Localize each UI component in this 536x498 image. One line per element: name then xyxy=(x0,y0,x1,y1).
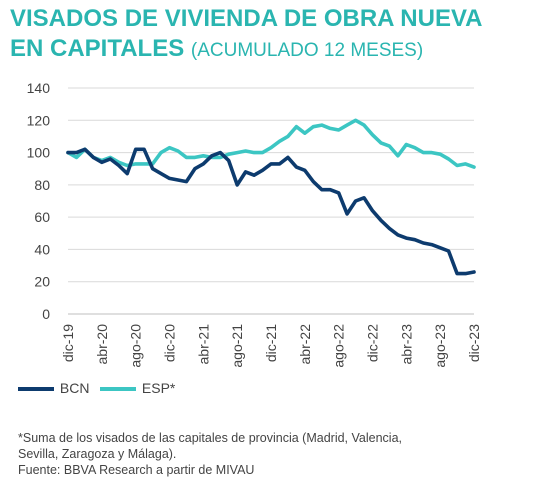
y-tick-label: 20 xyxy=(34,274,50,290)
x-tick-label: ago-22 xyxy=(331,324,347,368)
line-chart: 0 20 40 60 80 100 120 140 dic-19 abr-20 ago-20 dic-… xyxy=(27,80,482,368)
title-line-2: EN CAPITALES (ACUMULADO 12 MESES) xyxy=(10,34,530,66)
series-line-bcn xyxy=(66,147,476,276)
title-line-2-main: EN CAPITALES xyxy=(10,35,185,62)
x-tick-label: ago-23 xyxy=(432,324,448,368)
y-tick-label: 80 xyxy=(34,177,50,193)
y-tick-label: 40 xyxy=(34,241,50,257)
y-tick-label: 60 xyxy=(34,209,50,225)
x-tick-label: ago-20 xyxy=(128,324,144,368)
x-tick-label: abr-22 xyxy=(297,324,313,365)
y-tick-label: 0 xyxy=(42,306,50,322)
footnote-source: Fuente: BBVA Research a partir de MIVAU xyxy=(18,463,255,477)
x-tick-label: abr-23 xyxy=(398,324,414,365)
legend-label-bcn: BCN xyxy=(59,380,90,396)
x-tick-label: dic-23 xyxy=(466,324,482,362)
footnote-line-1: *Suma de los visados de las capitales de… xyxy=(18,431,402,445)
legend-swatch-bcn xyxy=(18,387,54,392)
footnote-line-2: Sevilla, Zaragoza y Málaga). xyxy=(18,447,177,461)
y-tick-label: 100 xyxy=(27,145,51,161)
x-tick-label: abr-21 xyxy=(195,324,211,365)
axes: 0 20 40 60 80 100 120 140 dic-19 abr-20 ago-20 dic-… xyxy=(27,80,482,368)
x-tick-label: dic-21 xyxy=(263,324,279,362)
y-tick-label: 140 xyxy=(27,80,51,96)
x-tick-label: dic-20 xyxy=(162,324,178,362)
x-tick-label: dic-19 xyxy=(60,324,76,362)
footnote: *Suma de los visados de las capitales de… xyxy=(18,430,518,478)
legend-item-bcn: BCN xyxy=(18,380,89,396)
legend-label-esp: ESP* xyxy=(141,380,176,396)
x-tick-label: ago-21 xyxy=(229,324,245,368)
title-line-1: VISADOS DE VIVIENDA DE OBRA NUEVA xyxy=(10,5,483,32)
title-subtitle: (ACUMULADO 12 MESES) xyxy=(190,40,424,61)
legend-item-esp: ESP* xyxy=(100,380,175,396)
y-tick-label: 120 xyxy=(27,112,51,128)
gridlines xyxy=(68,87,474,315)
chart-title: VISADOS DE VIVIENDA DE OBRA NUEVA EN CAP… xyxy=(10,4,530,66)
series-line-esp xyxy=(66,118,476,169)
x-tick-label: abr-20 xyxy=(94,324,110,365)
x-tick-label: dic-22 xyxy=(365,324,381,362)
series-lines xyxy=(66,118,476,276)
legend-swatch-esp xyxy=(100,387,136,392)
